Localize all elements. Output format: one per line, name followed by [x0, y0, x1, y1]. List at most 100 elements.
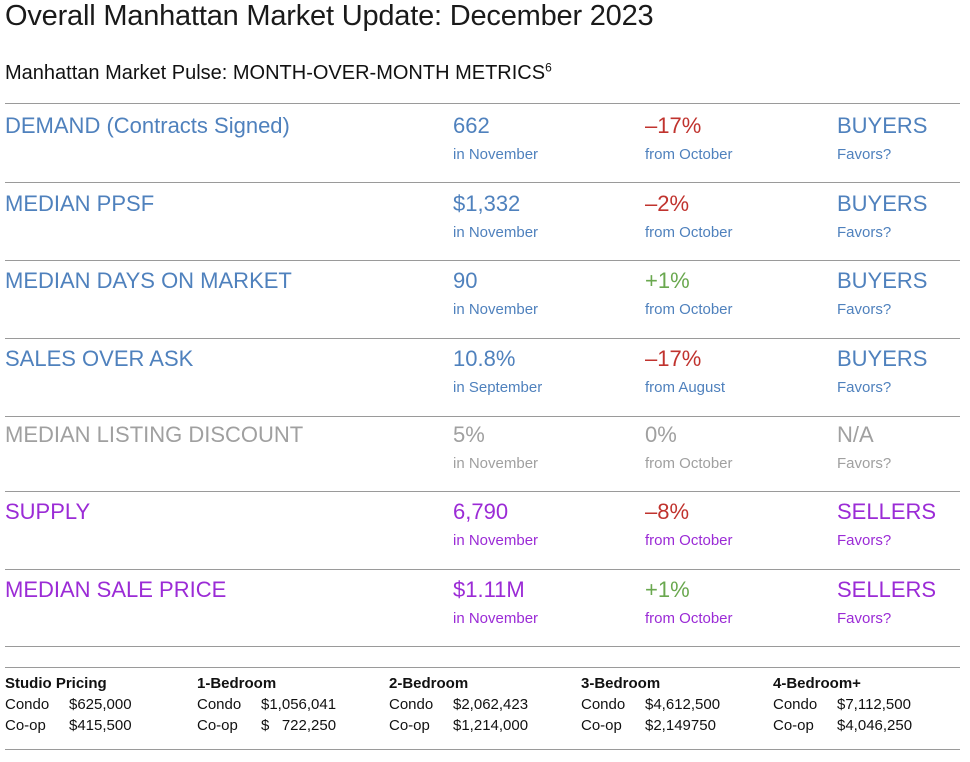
metric-label: MEDIAN LISTING DISCOUNT	[5, 422, 304, 447]
metric-value-period: in November	[453, 532, 539, 549]
metric-favors-label: Favors?	[837, 146, 892, 163]
metric-label: MEDIAN PPSF	[5, 191, 155, 216]
pricing-row: Co-op $ 722,250	[197, 717, 336, 738]
pricing-row: Co-op $1,214,000	[389, 717, 528, 738]
pricing-price: $625,000	[69, 696, 132, 713]
metric-value: $1.11M	[453, 577, 525, 602]
metric-row-demand: DEMAND (Contracts Signed) 662 in Novembe…	[0, 113, 960, 191]
metric-change: +1%	[645, 268, 690, 293]
metric-label: MEDIAN DAYS ON MARKET	[5, 268, 292, 293]
metric-value: 662	[453, 113, 490, 138]
metric-row-days-on-market: MEDIAN DAYS ON MARKET 90 in November +1%…	[0, 268, 960, 346]
pricing-price: $4,046,250	[837, 717, 913, 734]
metric-label: SALES OVER ASK	[5, 346, 194, 371]
metric-row-median-sale-price: MEDIAN SALE PRICE $1.11M in November +1%…	[0, 577, 960, 655]
metric-value-period: in November	[453, 455, 539, 472]
pricing-price: $4,612,500	[645, 696, 721, 713]
metric-change: –17%	[645, 346, 702, 371]
footnote-marker: 6	[545, 60, 552, 75]
metric-value: 10.8%	[453, 346, 516, 371]
metric-row-sales-over-ask: SALES OVER ASK 10.8% in September –17% f…	[0, 346, 960, 424]
metric-favors: SELLERS	[837, 499, 937, 524]
pricing-row: Condo $7,112,500	[773, 696, 912, 717]
pricing-type: Co-op	[773, 717, 814, 734]
metric-row-listing-discount: MEDIAN LISTING DISCOUNT 5% in November 0…	[0, 422, 960, 500]
pricing-column-1-bedroom: 1-Bedroom Condo $1,056,041 Co-op $ 722,250	[197, 675, 336, 738]
metric-favors: N/A	[837, 422, 874, 447]
pricing-row: Co-op $2,149750	[581, 717, 720, 738]
metric-favors: BUYERS	[837, 346, 928, 371]
pricing-price: $2,062,423	[453, 696, 529, 713]
pricing-table: Studio Pricing Condo $625,000 Co-op $415,5…	[0, 675, 970, 745]
divider	[5, 416, 960, 417]
section-subtitle: Manhattan Market Pulse: MONTH-OVER-MONTH…	[5, 60, 552, 85]
divider	[5, 103, 960, 104]
pricing-row: Co-op $4,046,250	[773, 717, 912, 738]
metric-value-period: in November	[453, 610, 539, 627]
metric-change-period: from October	[645, 146, 733, 163]
metric-change: +1%	[645, 577, 690, 602]
pricing-type: Condo	[197, 696, 242, 713]
metric-favors-label: Favors?	[837, 532, 892, 549]
pricing-column-2-bedroom: 2-Bedroom Condo $2,062,423 Co-op $1,214,00…	[389, 675, 528, 738]
pricing-type: Condo	[581, 696, 626, 713]
metric-favors-label: Favors?	[837, 455, 892, 472]
metric-value-period: in September	[453, 379, 543, 396]
pricing-column-3-bedroom: 3-Bedroom Condo $4,612,500 Co-op $2,149750	[581, 675, 720, 738]
divider	[5, 569, 960, 570]
metric-value-period: in November	[453, 146, 539, 163]
pricing-header: 3-Bedroom	[581, 675, 661, 692]
divider	[5, 646, 960, 647]
metric-value-period: in November	[453, 224, 539, 241]
divider	[5, 260, 960, 261]
metric-label: SUPPLY	[5, 499, 91, 524]
metric-row-median-ppsf: MEDIAN PPSF $1,332 in November –2% from …	[0, 191, 960, 269]
metric-value: 5%	[453, 422, 485, 447]
metric-row-supply: SUPPLY 6,790 in November –8% from Octobe…	[0, 499, 960, 577]
metric-change-period: from October	[645, 610, 733, 627]
metric-change-period: from October	[645, 224, 733, 241]
pricing-price: $415,500	[69, 717, 132, 734]
divider	[5, 491, 960, 492]
metric-value: $1,332	[453, 191, 521, 216]
metric-favors-label: Favors?	[837, 301, 892, 318]
pricing-type: Co-op	[5, 717, 46, 734]
pricing-price: $7,112,500	[837, 696, 911, 713]
pricing-row: Condo $1,056,041	[197, 696, 336, 717]
pricing-type: Co-op	[581, 717, 622, 734]
metric-favors-label: Favors?	[837, 224, 892, 241]
pricing-type: Co-op	[389, 717, 430, 734]
metric-change-period: from October	[645, 455, 733, 472]
pricing-header: 2-Bedroom	[389, 675, 469, 692]
pricing-header: 4-Bedroom+	[773, 675, 861, 692]
pricing-type: Condo	[773, 696, 818, 713]
page-title: Overall Manhattan Market Update: Decembe…	[5, 0, 654, 32]
pricing-row: Condo $625,000	[5, 696, 132, 717]
pricing-price: $ 722,250	[261, 717, 337, 734]
metric-favors-label: Favors?	[837, 379, 892, 396]
metric-favors: BUYERS	[837, 113, 928, 138]
metric-value-period: in November	[453, 301, 539, 318]
pricing-column-studio: Studio Pricing Condo $625,000 Co-op $415,5…	[5, 675, 132, 738]
metric-favors: SELLERS	[837, 577, 937, 602]
metric-favors-label: Favors?	[837, 610, 892, 627]
pricing-type: Condo	[389, 696, 434, 713]
divider	[5, 182, 960, 183]
metric-change-period: from October	[645, 301, 733, 318]
metric-change: –17%	[645, 113, 702, 138]
pricing-type: Co-op	[197, 717, 238, 734]
pricing-row: Condo $4,612,500	[581, 696, 720, 717]
metric-value: 90	[453, 268, 478, 293]
pricing-type: Condo	[5, 696, 50, 713]
pricing-column-4-bedroom-plus: 4-Bedroom+ Condo $7,112,500 Co-op $4,046,2…	[773, 675, 912, 738]
divider	[5, 338, 960, 339]
divider	[5, 749, 960, 750]
metric-label: DEMAND (Contracts Signed)	[5, 113, 290, 138]
metric-change: –2%	[645, 191, 690, 216]
metric-label: MEDIAN SALE PRICE	[5, 577, 227, 602]
pricing-price: $1,214,000	[453, 717, 529, 734]
pricing-price: $1,056,041	[261, 696, 337, 713]
metric-value: 6,790	[453, 499, 509, 524]
pricing-price: $2,149750	[645, 717, 716, 734]
metric-change: 0%	[645, 422, 677, 447]
